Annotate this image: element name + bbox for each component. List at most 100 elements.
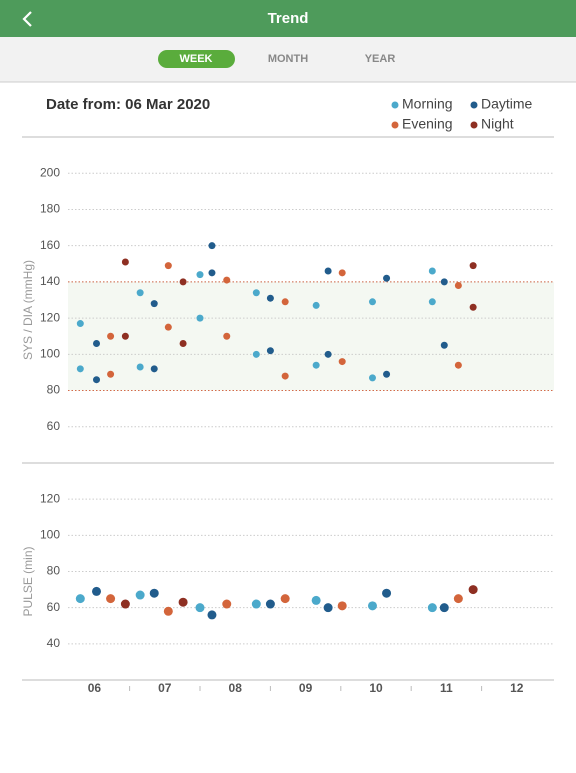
- data-point: [367, 601, 377, 611]
- screen-title: Trend: [268, 10, 309, 27]
- data-point: [150, 300, 158, 308]
- data-point: [324, 350, 332, 358]
- data-point: [323, 603, 333, 613]
- date-label: Date from: 06 Mar 2020: [46, 96, 210, 113]
- tab-bar: [0, 37, 576, 82]
- data-point: [428, 267, 436, 275]
- data-point: [266, 347, 274, 355]
- data-point: [121, 258, 129, 266]
- y-axis-label: PULSE (min): [21, 546, 35, 616]
- y-tick-label: 60: [47, 600, 61, 614]
- data-point: [223, 332, 231, 340]
- data-point: [120, 599, 130, 609]
- x-tick-label: 09: [299, 681, 313, 695]
- y-tick-label: 100: [40, 347, 60, 361]
- data-point: [107, 332, 115, 340]
- y-tick-label: 140: [40, 274, 60, 288]
- data-point: [337, 601, 347, 611]
- data-point: [280, 594, 290, 604]
- data-point: [312, 361, 320, 369]
- data-point: [469, 262, 477, 270]
- y-tick-label: 60: [47, 419, 61, 433]
- data-point: [454, 282, 462, 290]
- legend-label: Night: [481, 116, 514, 132]
- data-point: [222, 599, 232, 609]
- legend-label: Evening: [402, 116, 453, 132]
- data-point: [136, 363, 144, 371]
- y-tick-label: 80: [47, 383, 61, 397]
- data-point: [383, 370, 391, 378]
- x-tick-label: 12: [510, 681, 524, 695]
- data-point: [135, 590, 145, 600]
- data-point: [136, 289, 144, 297]
- data-point: [223, 276, 231, 284]
- data-point: [265, 599, 275, 609]
- data-point: [312, 301, 320, 309]
- tab[interactable]: YEAR: [365, 53, 396, 65]
- normal-range: [68, 281, 554, 391]
- data-point: [311, 595, 321, 605]
- legend-label: Morning: [402, 96, 453, 112]
- data-point: [338, 269, 346, 277]
- data-point: [453, 594, 463, 604]
- data-point: [383, 274, 391, 282]
- x-tick-label: 10: [369, 681, 383, 695]
- data-point: [93, 376, 101, 384]
- data-point: [207, 610, 217, 620]
- x-tick-label: 08: [229, 681, 243, 695]
- data-point: [121, 332, 129, 340]
- data-point: [208, 242, 216, 250]
- data-point: [440, 341, 448, 349]
- legend-marker: [470, 101, 478, 109]
- legend-label: Daytime: [481, 96, 533, 112]
- data-point: [266, 294, 274, 302]
- data-point: [106, 594, 116, 604]
- y-tick-label: 100: [40, 528, 60, 542]
- legend-marker: [470, 121, 478, 129]
- data-point: [196, 271, 204, 279]
- data-point: [428, 298, 436, 306]
- x-tick-label: 11: [440, 681, 453, 695]
- data-point: [281, 372, 289, 380]
- data-point: [251, 599, 261, 609]
- data-point: [195, 603, 205, 613]
- data-point: [368, 374, 376, 382]
- data-point: [440, 278, 448, 286]
- data-point: [208, 269, 216, 277]
- data-point: [179, 278, 187, 286]
- data-point: [163, 606, 173, 616]
- data-point: [338, 358, 346, 366]
- y-tick-label: 120: [40, 310, 60, 324]
- y-tick-label: 80: [47, 564, 61, 578]
- data-point: [75, 594, 85, 604]
- y-tick-label: 40: [47, 636, 61, 650]
- data-point: [252, 289, 260, 297]
- data-point: [107, 370, 115, 378]
- data-point: [427, 603, 437, 613]
- data-point: [468, 585, 478, 595]
- y-tick-label: 160: [40, 238, 60, 252]
- data-point: [164, 262, 172, 270]
- legend-marker: [391, 101, 399, 109]
- tab[interactable]: WEEK: [180, 53, 213, 65]
- y-tick-label: 120: [40, 491, 60, 505]
- tab[interactable]: MONTH: [268, 53, 308, 65]
- data-point: [368, 298, 376, 306]
- data-point: [93, 339, 101, 347]
- data-point: [454, 361, 462, 369]
- data-point: [76, 320, 84, 328]
- x-tick-label: 07: [158, 681, 172, 695]
- data-point: [382, 588, 392, 598]
- data-point: [179, 339, 187, 347]
- back-button[interactable]: [22, 11, 32, 27]
- data-point: [252, 350, 260, 358]
- data-point: [178, 597, 188, 607]
- app-bar: [0, 0, 576, 37]
- data-point: [76, 365, 84, 373]
- y-tick-label: 200: [40, 165, 60, 179]
- y-tick-label: 180: [40, 202, 60, 216]
- x-tick-label: 06: [88, 681, 102, 695]
- tab-active-bg[interactable]: [158, 50, 235, 68]
